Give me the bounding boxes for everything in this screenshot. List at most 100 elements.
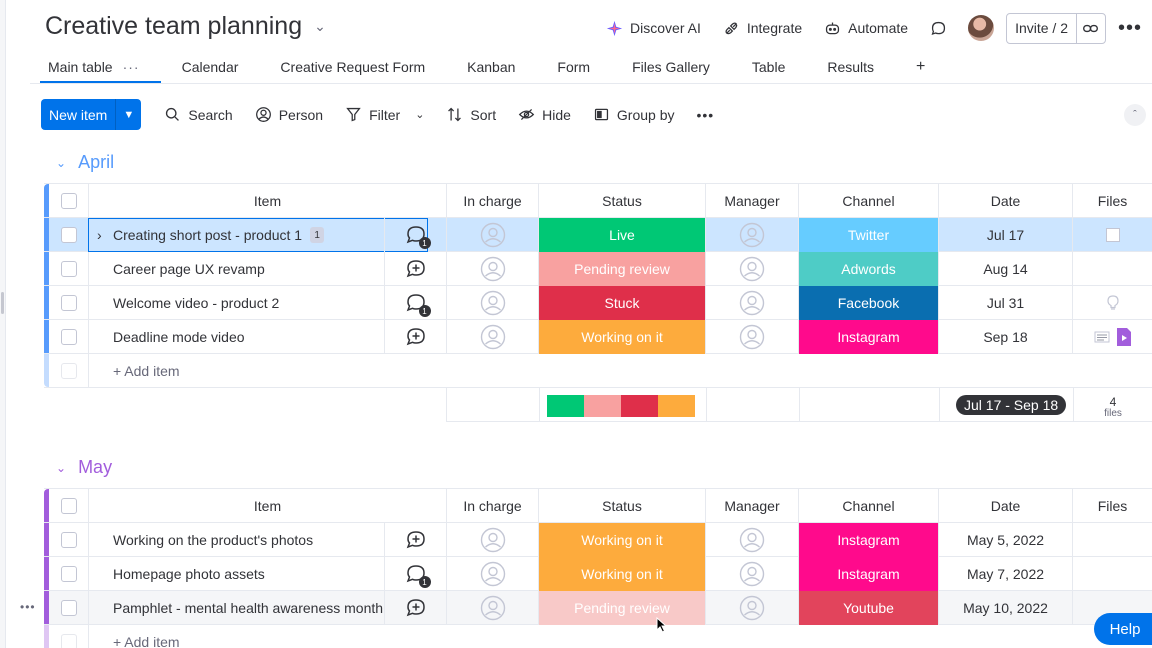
- add-update-icon[interactable]: [405, 326, 427, 348]
- channel-label[interactable]: Youtube: [798, 591, 938, 625]
- tab-creative-request-form[interactable]: Creative Request Form: [259, 52, 446, 82]
- status-label[interactable]: Stuck: [538, 286, 705, 320]
- copy-link-button[interactable]: [1077, 20, 1105, 37]
- new-item-dropdown[interactable]: ▼: [116, 99, 141, 130]
- column-header-channel[interactable]: Channel: [798, 489, 938, 523]
- table-row[interactable]: Pamphlet - mental health awareness month…: [44, 591, 1152, 625]
- document-icon[interactable]: [1094, 330, 1112, 344]
- checkbox[interactable]: [60, 498, 77, 514]
- column-header-in-charge[interactable]: In charge: [446, 184, 538, 218]
- person-filter-button[interactable]: Person: [244, 99, 334, 130]
- column-header-date[interactable]: Date: [938, 489, 1072, 523]
- help-button[interactable]: Help: [1094, 613, 1152, 645]
- in-charge-cell[interactable]: [446, 218, 538, 252]
- tab-options-icon[interactable]: ···: [122, 59, 140, 75]
- add-update-icon[interactable]: [405, 258, 427, 280]
- row-checkbox-cell[interactable]: [49, 591, 88, 625]
- tab-table[interactable]: Table: [731, 52, 806, 82]
- item-name-cell[interactable]: Career page UX revamp: [88, 252, 428, 286]
- manager-cell[interactable]: [705, 218, 798, 252]
- column-header-status[interactable]: Status: [538, 184, 705, 218]
- status-label[interactable]: Pending review: [538, 591, 705, 625]
- table-row[interactable]: Career page UX revamp Pending review Adwor…: [44, 252, 1152, 286]
- updates-cell[interactable]: 1: [384, 557, 446, 591]
- new-item-button[interactable]: New item: [41, 99, 117, 130]
- in-charge-cell[interactable]: [446, 252, 538, 286]
- column-header-channel[interactable]: Channel: [798, 184, 938, 218]
- checkbox[interactable]: [60, 295, 77, 311]
- row-checkbox-cell[interactable]: [49, 557, 88, 591]
- select-all-checkbox[interactable]: [49, 184, 88, 218]
- more-toolbar-icon[interactable]: •••: [696, 106, 715, 123]
- updates-cell[interactable]: [384, 523, 446, 557]
- status-label[interactable]: Working on it: [538, 557, 705, 591]
- search-button[interactable]: Search: [153, 99, 243, 130]
- checkbox[interactable]: [60, 329, 77, 345]
- invite-button[interactable]: Invite / 2: [1007, 13, 1077, 43]
- row-checkbox-cell[interactable]: [49, 286, 88, 320]
- add-view-button[interactable]: +: [895, 52, 946, 82]
- channel-label[interactable]: Instagram: [798, 557, 938, 591]
- expand-subitems-icon[interactable]: ›: [97, 227, 102, 243]
- updates-icon[interactable]: 1: [405, 292, 431, 317]
- tab-results[interactable]: Results: [806, 52, 895, 82]
- files-cell[interactable]: [1072, 252, 1152, 286]
- group-title-may[interactable]: ⌄ May: [56, 457, 112, 478]
- rail-handle[interactable]: [1, 292, 4, 314]
- in-charge-cell[interactable]: [446, 320, 538, 354]
- group-title-april[interactable]: ⌄ April: [56, 152, 114, 173]
- updates-icon[interactable]: 1: [405, 224, 431, 249]
- subitems-count-badge[interactable]: 1: [310, 227, 325, 243]
- date-cell[interactable]: Sep 18: [938, 320, 1072, 354]
- chevron-down-icon[interactable]: ⌄: [415, 109, 425, 121]
- checkbox[interactable]: [60, 193, 77, 209]
- chevron-up-icon[interactable]: ˆ: [1124, 104, 1146, 126]
- column-header-files[interactable]: Files: [1072, 184, 1152, 218]
- table-row[interactable]: Working on the product's photos Working o…: [44, 523, 1152, 557]
- row-checkbox-cell[interactable]: [49, 523, 88, 557]
- item-name-cell[interactable]: Pamphlet - mental health awareness month: [88, 591, 428, 625]
- updates-cell[interactable]: [384, 252, 446, 286]
- item-name-cell[interactable]: Deadline mode video: [88, 320, 428, 354]
- column-header-manager[interactable]: Manager: [705, 489, 798, 523]
- item-name-cell[interactable]: Homepage photo assets: [88, 557, 428, 591]
- item-name-cell[interactable]: Working on the product's photos: [88, 523, 428, 557]
- checkbox[interactable]: [60, 532, 77, 548]
- updates-cell[interactable]: 1: [384, 286, 446, 320]
- manager-cell[interactable]: [705, 286, 798, 320]
- tab-files-gallery[interactable]: Files Gallery: [611, 52, 731, 82]
- updates-icon[interactable]: 1: [405, 563, 431, 588]
- status-label[interactable]: Pending review: [538, 252, 705, 286]
- column-header-files[interactable]: Files: [1072, 489, 1152, 523]
- lightbulb-icon[interactable]: [1106, 295, 1120, 311]
- manager-cell[interactable]: [705, 523, 798, 557]
- files-cell[interactable]: [1072, 286, 1152, 320]
- board-title[interactable]: Creative team planning ⌄: [45, 12, 326, 41]
- select-all-checkbox[interactable]: [49, 489, 88, 523]
- manager-cell[interactable]: [705, 252, 798, 286]
- column-header-status[interactable]: Status: [538, 489, 705, 523]
- date-cell[interactable]: May 10, 2022: [938, 591, 1072, 625]
- date-cell[interactable]: Jul 31: [938, 286, 1072, 320]
- updates-cell[interactable]: [384, 320, 446, 354]
- files-cell[interactable]: [1072, 591, 1152, 625]
- chevron-down-icon[interactable]: ⌄: [314, 18, 326, 34]
- column-header-in-charge[interactable]: In charge: [446, 489, 538, 523]
- channel-label[interactable]: Instagram: [798, 523, 938, 557]
- checkbox[interactable]: [60, 261, 77, 277]
- manager-cell[interactable]: [705, 557, 798, 591]
- tab-calendar[interactable]: Calendar: [161, 52, 260, 82]
- manager-cell[interactable]: [705, 320, 798, 354]
- files-cell[interactable]: [1072, 218, 1152, 252]
- add-update-icon[interactable]: [405, 597, 427, 619]
- status-distribution-bar[interactable]: [547, 395, 695, 417]
- checkbox[interactable]: [60, 566, 77, 582]
- status-label[interactable]: Live: [538, 218, 705, 252]
- row-checkbox-cell[interactable]: [49, 252, 88, 286]
- tab-form[interactable]: Form: [536, 52, 611, 82]
- updates-cell[interactable]: [384, 591, 446, 625]
- chevron-down-icon[interactable]: ⌄: [56, 460, 67, 475]
- table-row[interactable]: Deadline mode video Working on it Instagra…: [44, 320, 1152, 354]
- files-cell[interactable]: [1072, 557, 1152, 591]
- row-checkbox-cell[interactable]: [49, 320, 88, 354]
